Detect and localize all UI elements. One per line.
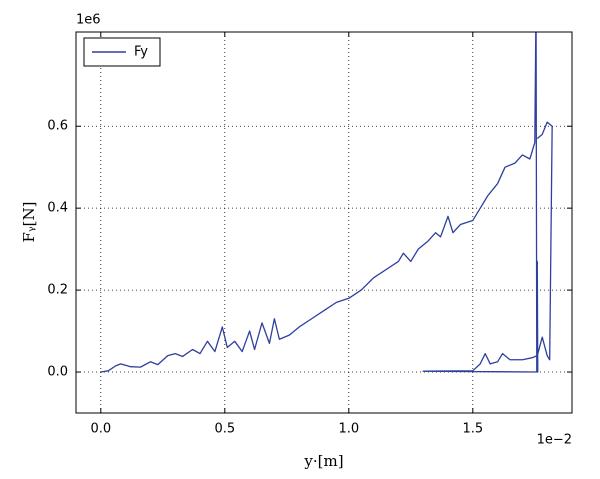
y-tick-label: 0.6 xyxy=(47,119,68,134)
y-tick-label: 0.0 xyxy=(47,365,68,380)
x-tick-label: 0.5 xyxy=(214,422,235,437)
y-tick-label: 0.4 xyxy=(47,201,68,216)
x-tick-label: 1.5 xyxy=(462,422,483,437)
plot-frame xyxy=(75,31,573,414)
x-axis-label: y·[m] xyxy=(303,452,343,470)
y-tick-label: 0.2 xyxy=(47,283,68,298)
x-tick-label: 1.0 xyxy=(338,422,359,437)
x-tick-label: 0.0 xyxy=(90,422,111,437)
legend-label: Fy xyxy=(134,45,148,60)
x-offset-label: 1e−2 xyxy=(537,433,572,448)
legend: Fy xyxy=(83,37,161,67)
data-line xyxy=(100,32,553,373)
y-offset-label: 1e6 xyxy=(76,13,101,28)
y-axis-label: Fᵧ[N] xyxy=(20,202,38,243)
